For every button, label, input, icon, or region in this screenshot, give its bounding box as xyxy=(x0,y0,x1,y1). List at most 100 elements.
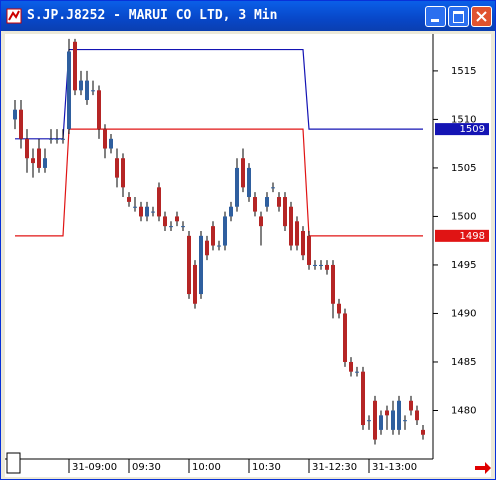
y-tick-label: 1490 xyxy=(451,308,476,319)
y-tick-label: 1510 xyxy=(451,114,476,125)
candle-body xyxy=(85,80,89,101)
candle-body xyxy=(355,371,359,373)
candle-body xyxy=(127,197,131,202)
window-title: S.JP.J8252 - MARUI CO LTD, 3 Min xyxy=(27,8,278,23)
candle-body xyxy=(25,138,29,159)
candle-body xyxy=(415,410,419,421)
y-tick-label: 1495 xyxy=(451,260,476,271)
candle-body xyxy=(109,138,113,149)
last-value-label: 1509 xyxy=(460,124,485,135)
candle-body xyxy=(313,264,317,266)
candle-body xyxy=(271,187,275,189)
candle-body xyxy=(205,240,209,256)
candle-body xyxy=(247,167,251,198)
candle-body xyxy=(307,235,311,265)
candle-body xyxy=(337,303,341,314)
candle-body xyxy=(31,158,35,164)
candle-body xyxy=(103,129,107,149)
candle-body xyxy=(49,138,53,140)
x-tick-label: 10:30 xyxy=(252,462,281,473)
close-button[interactable] xyxy=(471,6,492,27)
candle-body xyxy=(217,245,221,247)
candle-body xyxy=(79,80,83,91)
candle-body xyxy=(343,313,347,362)
candle-body xyxy=(277,197,281,207)
candle-body xyxy=(421,429,425,435)
x-tick-label: 31-12:30 xyxy=(312,462,357,473)
candle-body xyxy=(37,148,41,168)
candle-body xyxy=(397,400,401,430)
candle-body xyxy=(265,197,269,207)
candle-body xyxy=(361,371,365,426)
y-tick-label: 1500 xyxy=(451,211,476,222)
candle-body xyxy=(115,158,119,178)
candle-body xyxy=(259,216,263,227)
x-tick-label: 10:00 xyxy=(192,462,221,473)
candle-body xyxy=(91,90,95,92)
y-tick-label: 1480 xyxy=(451,405,476,416)
candle-body xyxy=(373,400,377,440)
scroll-box[interactable] xyxy=(6,452,21,474)
candle-body xyxy=(145,206,149,217)
candle-body xyxy=(193,264,197,304)
candle-body xyxy=(367,420,371,422)
candle-body xyxy=(223,216,227,246)
indicator-line xyxy=(15,48,423,140)
y-tick-label: 1515 xyxy=(451,66,476,77)
candle-body xyxy=(211,226,215,246)
candle-body xyxy=(61,138,65,140)
candle-body xyxy=(229,206,233,217)
candle-body xyxy=(67,51,71,130)
candle-body xyxy=(403,420,407,422)
scroll-arrow[interactable] xyxy=(475,462,491,474)
candle-body xyxy=(349,361,353,372)
last-value-box xyxy=(435,123,489,136)
y-tick-label: 1505 xyxy=(451,163,476,174)
candle-body xyxy=(55,138,59,140)
candle-body xyxy=(379,415,383,430)
candle-body xyxy=(283,197,287,227)
candle-body xyxy=(187,235,191,295)
candle-body xyxy=(151,211,155,213)
candle-body xyxy=(295,221,299,246)
minimize-button[interactable] xyxy=(425,6,446,27)
candle-body xyxy=(235,167,239,207)
maximize-button[interactable] xyxy=(448,6,469,27)
candle-body xyxy=(241,158,245,188)
candle-body xyxy=(175,216,179,222)
candle-body xyxy=(163,216,167,227)
candle-body xyxy=(319,264,323,266)
x-tick-label: 09:30 xyxy=(132,462,161,473)
chart: 1480 1485 1490 1495 1500 1505 1510 1515 31-09:00… xyxy=(5,34,491,477)
candle-body xyxy=(289,206,293,246)
candle-body xyxy=(409,400,413,411)
close-icon xyxy=(476,11,487,22)
candle-body xyxy=(133,206,137,208)
candle-body xyxy=(253,197,257,212)
app-icon xyxy=(6,8,22,24)
candle-body xyxy=(43,158,47,168)
last-value-label: 1498 xyxy=(460,231,485,242)
last-value-box xyxy=(435,229,489,242)
candle-body xyxy=(139,206,143,217)
title-bar: S.JP.J8252 - MARUI CO LTD, 3 Min xyxy=(1,1,495,31)
candle-body xyxy=(97,90,101,130)
candle-body xyxy=(325,264,329,270)
candle-body xyxy=(391,410,395,430)
candle-body xyxy=(181,226,185,228)
candle-body xyxy=(157,187,161,217)
candle-body xyxy=(19,109,23,139)
candle-body xyxy=(301,230,305,256)
candle-body xyxy=(385,410,389,416)
y-tick-label: 1485 xyxy=(451,357,476,368)
candle-body xyxy=(13,109,17,120)
candle-body xyxy=(331,264,335,304)
candle-body xyxy=(73,41,77,91)
candle-body xyxy=(199,235,203,295)
indicator-line xyxy=(15,128,423,237)
x-tick-label: 31-13:00 xyxy=(372,462,417,473)
candle-body xyxy=(121,158,125,188)
x-tick-label: 31-09:00 xyxy=(72,462,117,473)
candle-body xyxy=(169,226,173,228)
